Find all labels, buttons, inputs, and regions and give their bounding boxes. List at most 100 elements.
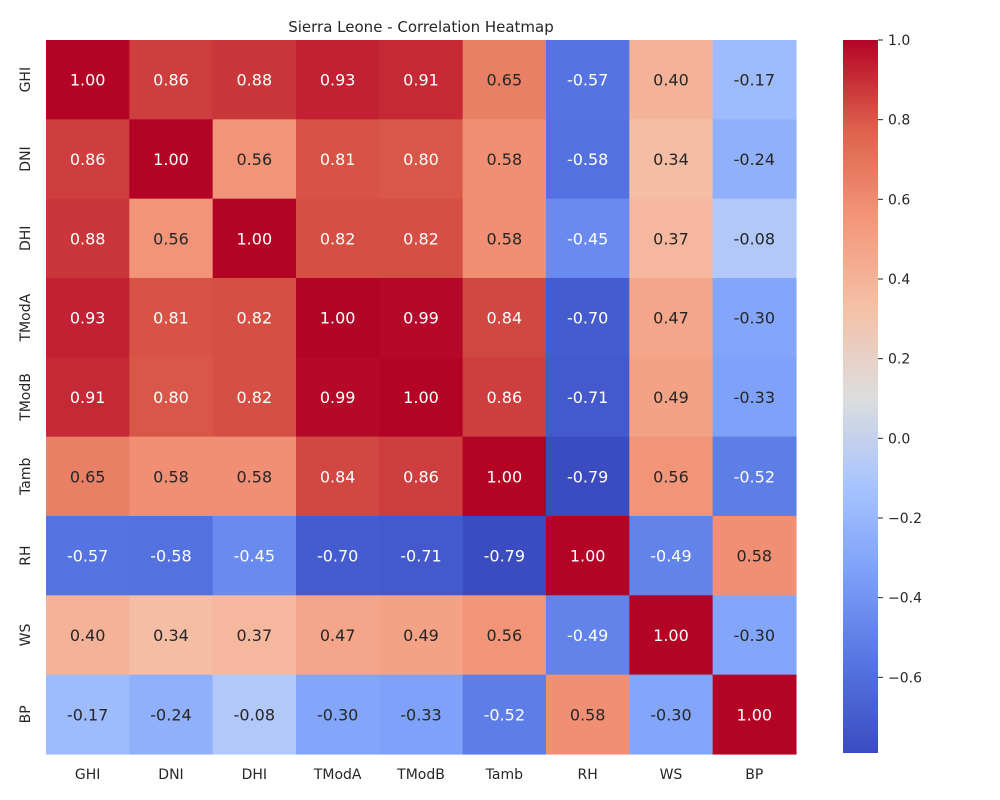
heatmap-cell <box>129 198 214 279</box>
cell-value-label: -0.33 <box>400 705 441 724</box>
cell-value-label: -0.33 <box>734 388 775 407</box>
heatmap-cell <box>462 357 547 438</box>
x-tick-label: TModA <box>313 767 362 783</box>
heatmap-cell <box>212 119 297 200</box>
heatmap-cell <box>712 595 797 676</box>
cell-value-label: 0.88 <box>70 229 106 248</box>
colorbar-tick-label: −0.2 <box>888 511 922 527</box>
cell-value-label: -0.49 <box>650 547 691 566</box>
heatmap-cell <box>462 40 547 120</box>
colorbar-tick-label: 0.4 <box>888 272 910 288</box>
heatmap-cell <box>212 357 297 438</box>
heatmap-cell <box>545 436 630 517</box>
cell-value-label: -0.45 <box>234 547 275 566</box>
heatmap-cell <box>212 436 297 517</box>
cell-value-label: 0.40 <box>70 626 106 645</box>
heatmap-cell <box>212 515 297 596</box>
heatmap-cell <box>545 357 630 438</box>
cell-value-label: 0.81 <box>320 150 356 169</box>
x-tick-label: TModB <box>396 767 445 783</box>
cell-value-label: 0.56 <box>487 626 523 645</box>
y-tick-label: BP <box>18 705 34 723</box>
cell-value-label: 1.00 <box>320 309 356 328</box>
cell-value-label: -0.08 <box>734 229 775 248</box>
heatmap-cell <box>545 515 630 596</box>
heatmap-cell <box>545 198 630 279</box>
cell-value-label: 0.58 <box>487 229 523 248</box>
heatmap-cell <box>379 436 464 517</box>
heatmap-cell <box>712 436 797 517</box>
heatmap-cell <box>46 277 130 358</box>
cell-value-label: 0.82 <box>320 229 356 248</box>
cell-value-label: 0.58 <box>570 705 606 724</box>
cell-annotations: 1.00 0.86 0.88 0.93 0.91 0.65 -0.57 0.40 -0.17 0.… <box>67 71 775 725</box>
heatmap-cell <box>712 277 797 358</box>
cell-value-label: 0.84 <box>320 467 356 486</box>
heatmap-cell <box>629 595 714 676</box>
heatmap-cell <box>629 515 714 596</box>
cell-value-label: 1.00 <box>70 71 106 90</box>
cell-value-label: 0.65 <box>487 71 523 90</box>
cell-value-label: -0.79 <box>567 467 608 486</box>
cell-value-label: 0.56 <box>653 467 689 486</box>
x-tick-label: WS <box>660 767 683 783</box>
cell-value-label: 1.00 <box>237 229 273 248</box>
chart-title: Sierra Leone - Correlation Heatmap <box>288 18 554 36</box>
heatmap-cell <box>712 674 797 755</box>
y-axis-tick-labels: GHI DNI DHI TModA TModB Tamb RH WS BP <box>18 67 34 723</box>
heatmap-cell <box>129 674 214 755</box>
cell-value-label: 0.81 <box>153 309 189 328</box>
cell-value-label: -0.71 <box>400 547 441 566</box>
heatmap-cell <box>46 40 130 120</box>
cell-value-label: -0.49 <box>567 626 608 645</box>
heatmap-cell <box>46 595 130 676</box>
heatmap-cell <box>629 277 714 358</box>
cell-value-label: 0.40 <box>653 71 689 90</box>
x-axis-tick-labels: GHI DNI DHI TModA TModB Tamb RH WS BP <box>75 767 763 783</box>
heatmap-cell <box>545 119 630 200</box>
cell-value-label: 0.80 <box>153 388 189 407</box>
y-tick-label: DNI <box>18 146 34 171</box>
heatmap-cell <box>46 674 130 755</box>
heatmap-cell <box>129 595 214 676</box>
heatmap-cell <box>379 595 464 676</box>
heatmap-cell <box>212 40 297 120</box>
cell-value-label: 0.58 <box>487 150 523 169</box>
heatmap-cell <box>295 515 380 596</box>
heatmap-cell <box>462 674 547 755</box>
heatmap-cell <box>545 40 630 120</box>
cell-value-label: -0.70 <box>317 547 358 566</box>
cell-value-label: -0.70 <box>567 309 608 328</box>
y-tick-label: DHI <box>18 226 34 251</box>
heatmap-cell <box>379 198 464 279</box>
heatmap-cell <box>712 40 797 120</box>
heatmap-cell <box>462 277 547 358</box>
cell-value-label: 0.91 <box>403 71 439 90</box>
heatmap-cell <box>295 595 380 676</box>
cell-value-label: 0.86 <box>487 388 523 407</box>
heatmap-cell <box>712 198 797 279</box>
heatmap-cell <box>129 277 214 358</box>
cell-value-label: 0.58 <box>736 547 772 566</box>
cell-value-label: 0.56 <box>237 150 273 169</box>
cell-value-label: 1.00 <box>736 705 772 724</box>
heatmap-cell <box>129 119 214 200</box>
cell-value-label: 0.93 <box>320 71 356 90</box>
heatmap-cell <box>295 436 380 517</box>
y-tick-label: WS <box>18 623 34 646</box>
heatmap-cells <box>46 40 797 755</box>
heatmap-cell <box>462 595 547 676</box>
heatmap-cell <box>295 674 380 755</box>
cell-value-label: -0.52 <box>734 467 775 486</box>
cell-value-label: 0.47 <box>320 626 356 645</box>
cell-value-label: 0.86 <box>403 467 439 486</box>
heatmap-cell <box>46 357 130 438</box>
heatmap-cell <box>712 357 797 438</box>
cell-value-label: 0.34 <box>153 626 189 645</box>
heatmap-cell <box>545 277 630 358</box>
heatmap-cell <box>379 119 464 200</box>
x-tick-label: DHI <box>242 767 267 783</box>
cell-value-label: 0.82 <box>403 229 439 248</box>
cell-value-label: 0.37 <box>653 229 689 248</box>
